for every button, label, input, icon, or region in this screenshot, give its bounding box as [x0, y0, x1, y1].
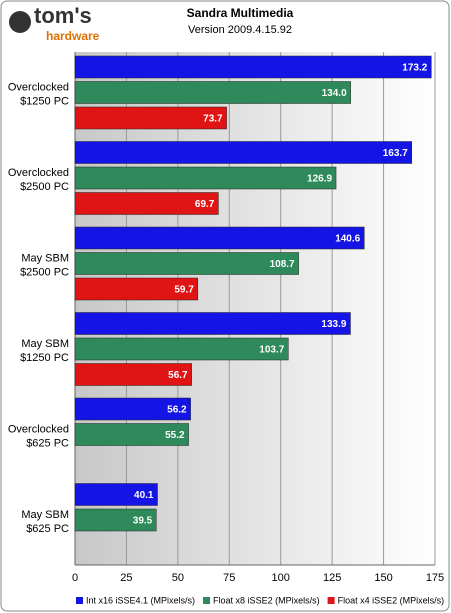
value-label: 108.7 [270, 259, 295, 270]
value-label: 40.1 [134, 490, 154, 501]
value-label: 69.7 [195, 199, 215, 210]
value-label: 126.9 [307, 174, 332, 185]
bar [74, 226, 365, 250]
bar [74, 55, 432, 79]
bar [74, 337, 289, 361]
y-tick-label: $1250 PC [20, 352, 69, 364]
value-label: 133.9 [321, 319, 346, 330]
y-tick-label: $625 PC [26, 523, 69, 535]
y-tick-label: Overclocked [8, 167, 69, 179]
chart-title: Sandra Multimedia [187, 6, 294, 20]
y-tick-label: $2500 PC [20, 267, 69, 279]
value-label: 134.0 [322, 88, 347, 99]
x-tick-label: 0 [72, 572, 78, 584]
bar [74, 508, 157, 532]
value-label: 163.7 [383, 148, 408, 159]
bar [74, 141, 413, 164]
value-label: 56.7 [168, 370, 188, 381]
legend-label: Float x8 iSSE2 (MPixels/s) [213, 595, 320, 605]
value-label: 39.5 [133, 516, 153, 527]
y-tick-label: Overclocked [8, 82, 69, 94]
value-label: 103.7 [259, 345, 284, 356]
y-tick-label: Overclocked [8, 424, 69, 436]
value-label: 140.6 [335, 234, 360, 245]
bar [74, 483, 158, 506]
y-tick-label: $2500 PC [20, 181, 69, 193]
bar [74, 166, 337, 190]
legend-label: Float x4 iSSE2 (MPixels/s) [338, 595, 445, 605]
legend-swatch [327, 597, 335, 604]
plot-area [75, 52, 435, 565]
bar [74, 312, 351, 335]
value-label: 173.2 [402, 63, 427, 74]
bar [74, 252, 299, 275]
y-tick-label: $1250 PC [20, 96, 69, 108]
bar [74, 81, 351, 104]
x-tick-label: 50 [172, 572, 184, 584]
bar [74, 192, 219, 215]
bar [74, 423, 189, 446]
logo-subtext: hardware [46, 29, 100, 43]
legend-label: Int x16 iSSE4.1 (MPixels/s) [86, 595, 195, 605]
logo-text: tom's [34, 3, 92, 28]
value-label: 55.2 [165, 430, 185, 441]
value-label: 59.7 [174, 285, 194, 296]
y-tick-label: May SBM [21, 338, 69, 350]
value-label: 73.7 [203, 114, 223, 125]
y-tick-label: May SBM [21, 509, 69, 521]
x-tick-label: 125 [323, 572, 341, 584]
y-tick-label: $625 PC [26, 438, 69, 450]
bar [74, 277, 199, 301]
x-tick-label: 25 [120, 572, 132, 584]
x-tick-label: 175 [426, 572, 444, 584]
x-tick-label: 150 [374, 572, 392, 584]
bar [74, 363, 192, 386]
legend-swatch [203, 597, 211, 604]
legend-swatch [76, 597, 83, 604]
logo-icon [9, 11, 31, 33]
bar [74, 106, 227, 130]
bar [74, 397, 191, 421]
chart-subtitle: Version 2009.4.15.92 [188, 24, 292, 36]
x-tick-label: 100 [272, 572, 290, 584]
x-tick-label: 75 [223, 572, 235, 584]
y-tick-label: May SBM [21, 253, 69, 265]
value-label: 56.2 [167, 405, 187, 416]
